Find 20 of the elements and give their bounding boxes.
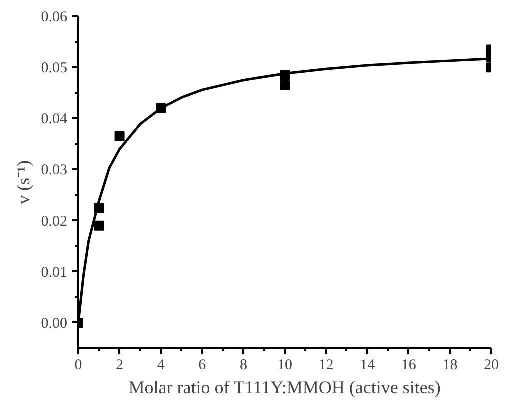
x-tick-label: 6 xyxy=(198,358,207,374)
y-tick-label: 0.03 xyxy=(41,162,68,179)
y-tick-label: 0.00 xyxy=(41,316,68,332)
y-tick-label: 0.06 xyxy=(41,10,68,26)
y-tick-label: 0.01 xyxy=(41,264,68,281)
x-tick-label: 16 xyxy=(401,358,417,374)
x-tick-label: 10 xyxy=(278,358,292,374)
x-tick-label: 0 xyxy=(74,358,82,374)
x-axis-title: Molar ratio of T111Y:MMOH (active sites) xyxy=(128,378,441,398)
x-tick-label: 4 xyxy=(157,358,166,374)
x-tick-label: 8 xyxy=(240,358,248,374)
x-tick-label: 18 xyxy=(442,358,458,374)
y-tick-label: 0.04 xyxy=(41,112,68,128)
x-tick-label: 20 xyxy=(484,358,499,374)
x-tick-label: 2 xyxy=(116,358,124,374)
x-tick-label: 14 xyxy=(360,358,376,374)
y-tick-label: 0.02 xyxy=(41,214,68,230)
y-tick-label: 0.05 xyxy=(41,60,68,77)
y-axis-title: v (s⁻¹) xyxy=(13,160,34,204)
x-tick-label: 12 xyxy=(318,358,334,374)
